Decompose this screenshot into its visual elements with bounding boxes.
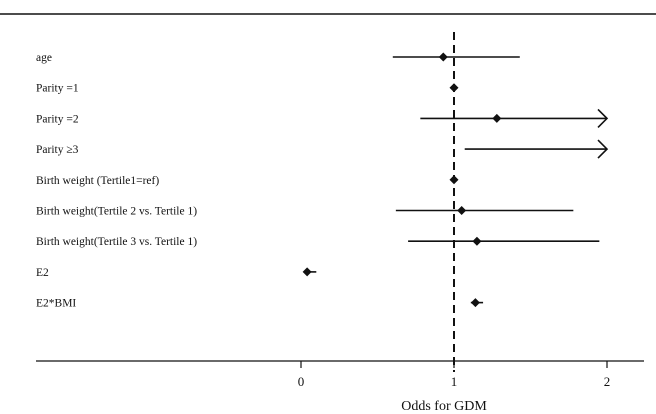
- point-estimate-marker: [457, 206, 467, 215]
- x-tick-label: 2: [604, 374, 611, 389]
- row-label: E2*BMI: [36, 298, 76, 310]
- row-label: age: [36, 52, 52, 64]
- point-estimate-marker: [472, 236, 482, 246]
- row-label: Birth weight (Tertile1=ref): [36, 175, 159, 187]
- row-label: E2: [36, 267, 49, 279]
- point-estimate-marker: [438, 52, 448, 62]
- row-label: Parity =2: [36, 113, 79, 125]
- ci-arrow-head: [597, 139, 609, 159]
- ci-arrow-head: [597, 108, 609, 128]
- row-label: Birth weight(Tertile 2 vs. Tertile 1): [36, 206, 197, 218]
- point-estimate-marker: [492, 113, 502, 123]
- x-tick-label: 0: [298, 374, 305, 389]
- x-axis-ticks: 0 1 2: [298, 361, 611, 389]
- rows-layer: age Parity =1 Parity =2 Parity ≥3 Birth weig…: [36, 52, 609, 310]
- x-axis-title: Odds for GDM: [401, 399, 487, 414]
- row-label: Birth weight(Tertile 3 vs. Tertile 1): [36, 236, 197, 248]
- row-label: Parity ≥3: [36, 144, 79, 156]
- x-tick-label: 1: [451, 374, 458, 389]
- point-estimate-marker: [470, 298, 480, 308]
- row-label: Parity =1: [36, 83, 79, 95]
- point-estimate-marker: [302, 267, 312, 277]
